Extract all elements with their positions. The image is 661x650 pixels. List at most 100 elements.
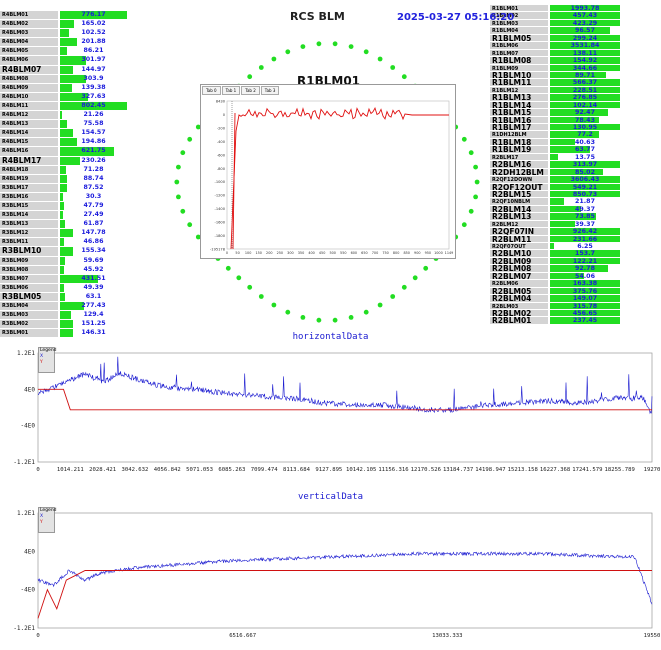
ring-dot[interactable] xyxy=(349,315,354,320)
mini-xtick: 250 xyxy=(277,251,283,255)
ring-dot[interactable] xyxy=(226,266,231,271)
mini-ytick: -1000 xyxy=(215,180,226,184)
ring-dot[interactable] xyxy=(402,74,407,79)
tab-1[interactable]: Tab 1 xyxy=(222,86,241,95)
ytick-label: -1.2E1 xyxy=(13,459,35,466)
xtick-label: 12170.526 xyxy=(411,467,441,473)
mini-chart-window: Tab 0 Tab 1 Tab 2 Tab 3 8430 0 -200 -400 -60… xyxy=(200,84,456,259)
ring-dot[interactable] xyxy=(180,150,185,155)
ring-dot[interactable] xyxy=(272,303,277,308)
tab-0[interactable]: Tab 0 xyxy=(202,86,221,95)
ring-dot[interactable] xyxy=(402,285,407,290)
ring-dot[interactable] xyxy=(378,57,383,62)
tab-3[interactable]: Tab 3 xyxy=(261,86,280,95)
ring-dot[interactable] xyxy=(180,209,185,214)
ring-dot[interactable] xyxy=(176,165,181,170)
ytick-label: -1.2E1 xyxy=(13,625,35,632)
xtick-label: 2028.421 xyxy=(89,467,116,473)
ytick-label: 1.2E1 xyxy=(17,510,35,517)
legend-y: Y xyxy=(40,360,54,366)
mini-ytick: -1200 xyxy=(215,194,226,198)
mini-ytick: -400 xyxy=(217,140,226,144)
ring-dot[interactable] xyxy=(378,303,383,308)
vertical-plot: 1.2E1 4E0 -4E0 -1.2E1 0 6516.667 13033.333 1955… xyxy=(0,505,661,646)
xtick-label: 5071.053 xyxy=(186,467,213,473)
xtick-label: 10142.105 xyxy=(346,467,376,473)
mini-ytick: -600 xyxy=(217,153,226,157)
mini-ytick: -1400 xyxy=(215,207,226,211)
xtick-label: 19270 xyxy=(644,467,661,473)
ring-dot[interactable] xyxy=(187,137,192,142)
mini-xtick: 1149 xyxy=(445,251,454,255)
ring-dot[interactable] xyxy=(364,49,369,54)
ring-dot[interactable] xyxy=(349,44,354,49)
horizontal-plot: 1.2E1 4E0 -4E0 -1.2E1 0 1014.211 2028.421 3042.… xyxy=(0,345,661,480)
xtick-label: 14198.947 xyxy=(475,467,505,473)
ring-dot[interactable] xyxy=(301,44,306,49)
ring-dot[interactable] xyxy=(247,74,252,79)
plot-title-horizontal: horizontalData xyxy=(0,332,661,342)
ring-dot[interactable] xyxy=(469,209,474,214)
xtick-label: 1014.211 xyxy=(57,467,84,473)
ring-dot[interactable] xyxy=(176,195,181,200)
ring-dot[interactable] xyxy=(317,318,322,323)
xtick-label: 7099.474 xyxy=(251,467,279,473)
ring-dot[interactable] xyxy=(473,165,478,170)
mini-xtick: 400 xyxy=(308,251,314,255)
mini-ytick: -195178 xyxy=(210,248,226,252)
mini-xtick: 350 xyxy=(298,251,304,255)
ring-dot[interactable] xyxy=(259,294,264,299)
xtick-label: 19550 xyxy=(644,633,661,639)
ring-dot[interactable] xyxy=(333,318,338,323)
ring-dot[interactable] xyxy=(364,310,369,315)
ring-dot[interactable] xyxy=(390,65,395,70)
mini-ytick: -1600 xyxy=(215,221,226,225)
mini-xtick: 700 xyxy=(372,251,378,255)
ring-dot[interactable] xyxy=(285,49,290,54)
ring-dot[interactable] xyxy=(285,310,290,315)
ring-dot[interactable] xyxy=(423,266,428,271)
mini-xtick: 900 xyxy=(414,251,420,255)
ytick-label: 4E0 xyxy=(24,386,35,393)
xtick-label: 11156.316 xyxy=(378,467,408,473)
xtick-label: 0 xyxy=(36,633,39,639)
ring-dot[interactable] xyxy=(174,180,179,185)
ring-dot[interactable] xyxy=(259,65,264,70)
xtick-label: 13184.737 xyxy=(443,467,473,473)
mini-xtick: 600 xyxy=(351,251,357,255)
ytick-label: 4E0 xyxy=(24,548,35,555)
ring-dot[interactable] xyxy=(247,285,252,290)
mini-xtick: 300 xyxy=(287,251,293,255)
ring-dot[interactable] xyxy=(462,222,467,227)
ytick-label: 1.2E1 xyxy=(17,350,35,357)
mini-xtick: 0 xyxy=(226,251,228,255)
mini-xtick: 500 xyxy=(329,251,335,255)
ring-dot[interactable] xyxy=(187,222,192,227)
mini-ytick: -800 xyxy=(217,167,226,171)
ytick-label: -4E0 xyxy=(21,587,36,594)
ring-dot[interactable] xyxy=(236,275,241,280)
ring-dot[interactable] xyxy=(390,294,395,299)
mini-ytick: 0 xyxy=(223,113,226,117)
ring-dot[interactable] xyxy=(475,180,480,185)
ring-dot[interactable] xyxy=(317,41,322,46)
mini-xtick: 50 xyxy=(235,251,239,255)
xtick-label: 6085.263 xyxy=(218,467,245,473)
xtick-label: 8113.684 xyxy=(283,467,311,473)
ring-dot[interactable] xyxy=(272,57,277,62)
ring-dot[interactable] xyxy=(462,137,467,142)
xtick-label: 16227.368 xyxy=(540,467,571,473)
horizontal-plot-svg: 1.2E14E0-4E0-1.2E10 1014.211 2028.421 3042.… xyxy=(0,345,661,480)
xtick-label: 9127.895 xyxy=(315,467,342,473)
tab-2[interactable]: Tab 2 xyxy=(241,86,260,95)
ring-dot[interactable] xyxy=(413,275,418,280)
mini-xtick: 450 xyxy=(319,251,325,255)
mini-xtick: 750 xyxy=(382,251,388,255)
mini-ytick: -200 xyxy=(217,126,226,130)
legend-vertical: Legend X Y xyxy=(38,507,55,533)
ring-dot[interactable] xyxy=(301,315,306,320)
ring-dot[interactable] xyxy=(333,41,338,46)
ring-dot[interactable] xyxy=(469,150,474,155)
xtick-label: 18255.789 xyxy=(605,467,635,473)
ring-dot[interactable] xyxy=(473,195,478,200)
